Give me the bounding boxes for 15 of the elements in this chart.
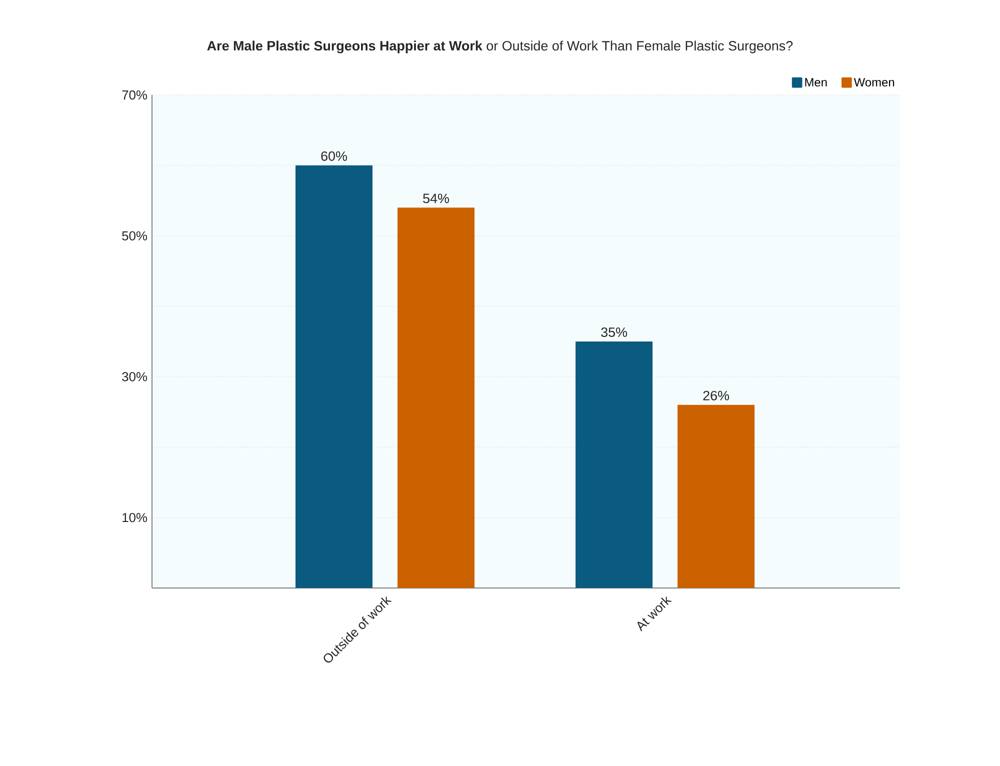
y-tick-label: 50% [122, 231, 148, 240]
bar [678, 404, 755, 588]
legend-label: Women [854, 78, 894, 86]
data-label: 35% [601, 327, 628, 337]
bar [296, 165, 373, 588]
y-tick-label: 30% [122, 372, 148, 382]
y-tick-label: 10% [122, 512, 148, 522]
data-label: 26% [703, 390, 730, 400]
y-tick-label: 70% [122, 90, 148, 100]
data-label: 54% [423, 194, 449, 204]
chart-title: Are Male Plastic Surgeons Happier at Work or Outside of Work Than Female Plastic Surgeons? [207, 40, 793, 54]
bar [576, 341, 653, 588]
bar [398, 208, 475, 588]
legend-label: Men [805, 78, 827, 86]
data-label: 60% [321, 151, 347, 161]
